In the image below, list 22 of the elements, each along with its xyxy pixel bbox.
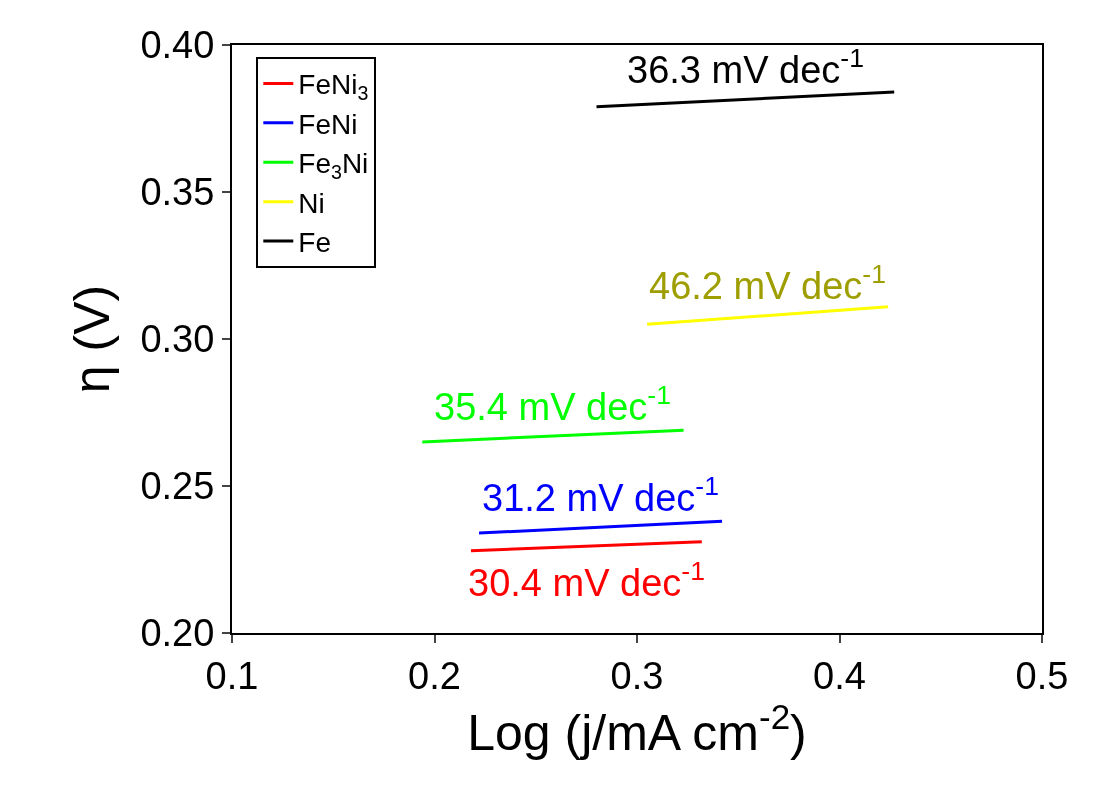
annotation: 35.4 mV dec$^{-1}$ (434, 380, 671, 428)
y-tick-label: 0.25 (140, 465, 215, 508)
annotation: 46.2 mV dec$^{-1}$ (649, 259, 886, 307)
x-tick-label: 0.2 (408, 654, 461, 697)
y-tick-label: 0.40 (140, 24, 215, 67)
x-axis-title: Log (j/mA cm$^{-2}$) (467, 696, 807, 761)
annotation: 36.3 mV dec$^{-1}$ (627, 43, 864, 91)
legend-label: FeNi$_{3}$ (298, 69, 369, 105)
legend-label: FeNi (298, 108, 358, 140)
x-tick-label: 0.5 (1015, 654, 1069, 697)
y-tick-label: 0.30 (140, 318, 215, 361)
x-tick-label: 0.3 (610, 654, 664, 697)
y-tick-label: 0.35 (140, 171, 215, 214)
legend-label: Ni (298, 187, 325, 219)
legend-label: Fe$_{3}$Ni (298, 148, 369, 184)
y-tick-label: 0.20 (140, 612, 215, 655)
y-axis-title: η (V) (63, 284, 120, 394)
x-tick-label: 0.4 (813, 654, 866, 697)
x-tick-label: 0.1 (205, 654, 259, 697)
legend-label: Fe (298, 226, 331, 258)
annotation: 30.4 mV dec$^{-1}$ (468, 556, 705, 604)
annotation: 31.2 mV dec$^{-1}$ (482, 471, 719, 519)
